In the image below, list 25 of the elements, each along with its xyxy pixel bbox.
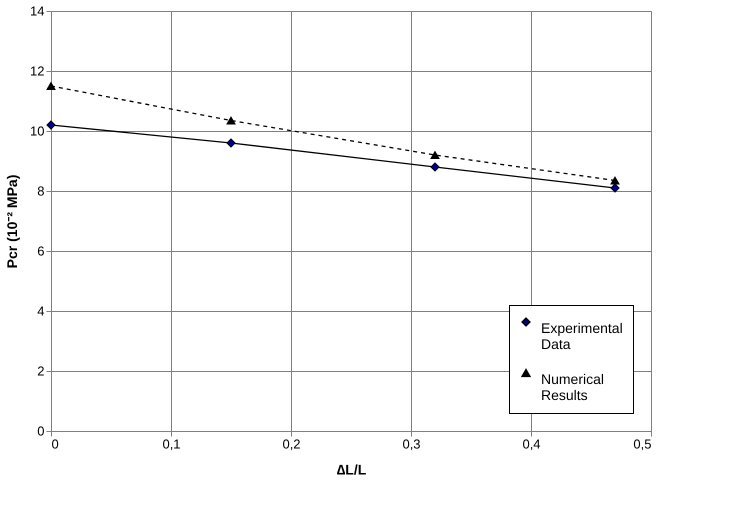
x-tick-label: 0,5: [633, 436, 652, 452]
y-tick-label: 4: [37, 304, 44, 318]
y-tick-label: 12: [30, 64, 44, 78]
x-tick-label: 0,4: [522, 436, 541, 452]
point: [226, 116, 236, 125]
y-tick-label: 6: [37, 244, 44, 258]
legend-label: Numerical Results: [541, 371, 604, 403]
point: [610, 183, 620, 193]
x-tick-label: 0,1: [162, 436, 181, 452]
point: [430, 162, 440, 172]
y-axis-title: Pcr (10⁻² MPa): [4, 174, 20, 268]
legend-label: Experimental Data: [541, 320, 623, 352]
x-tick-label: 0: [52, 436, 59, 452]
y-tick-label: 14: [30, 4, 44, 18]
x-axis-title: ∆L/L: [336, 462, 367, 478]
x-tick-label: 0,3: [402, 436, 421, 452]
y-tick-label: 2: [37, 364, 44, 378]
point: [226, 138, 236, 148]
x-tick-label: 0,2: [282, 436, 301, 452]
point: [610, 176, 620, 185]
point: [46, 82, 56, 90]
y-tick-label: 10: [30, 124, 44, 138]
y-tick-label: 8: [37, 184, 44, 198]
y-tick-label: 0: [37, 424, 44, 438]
point: [430, 150, 440, 160]
